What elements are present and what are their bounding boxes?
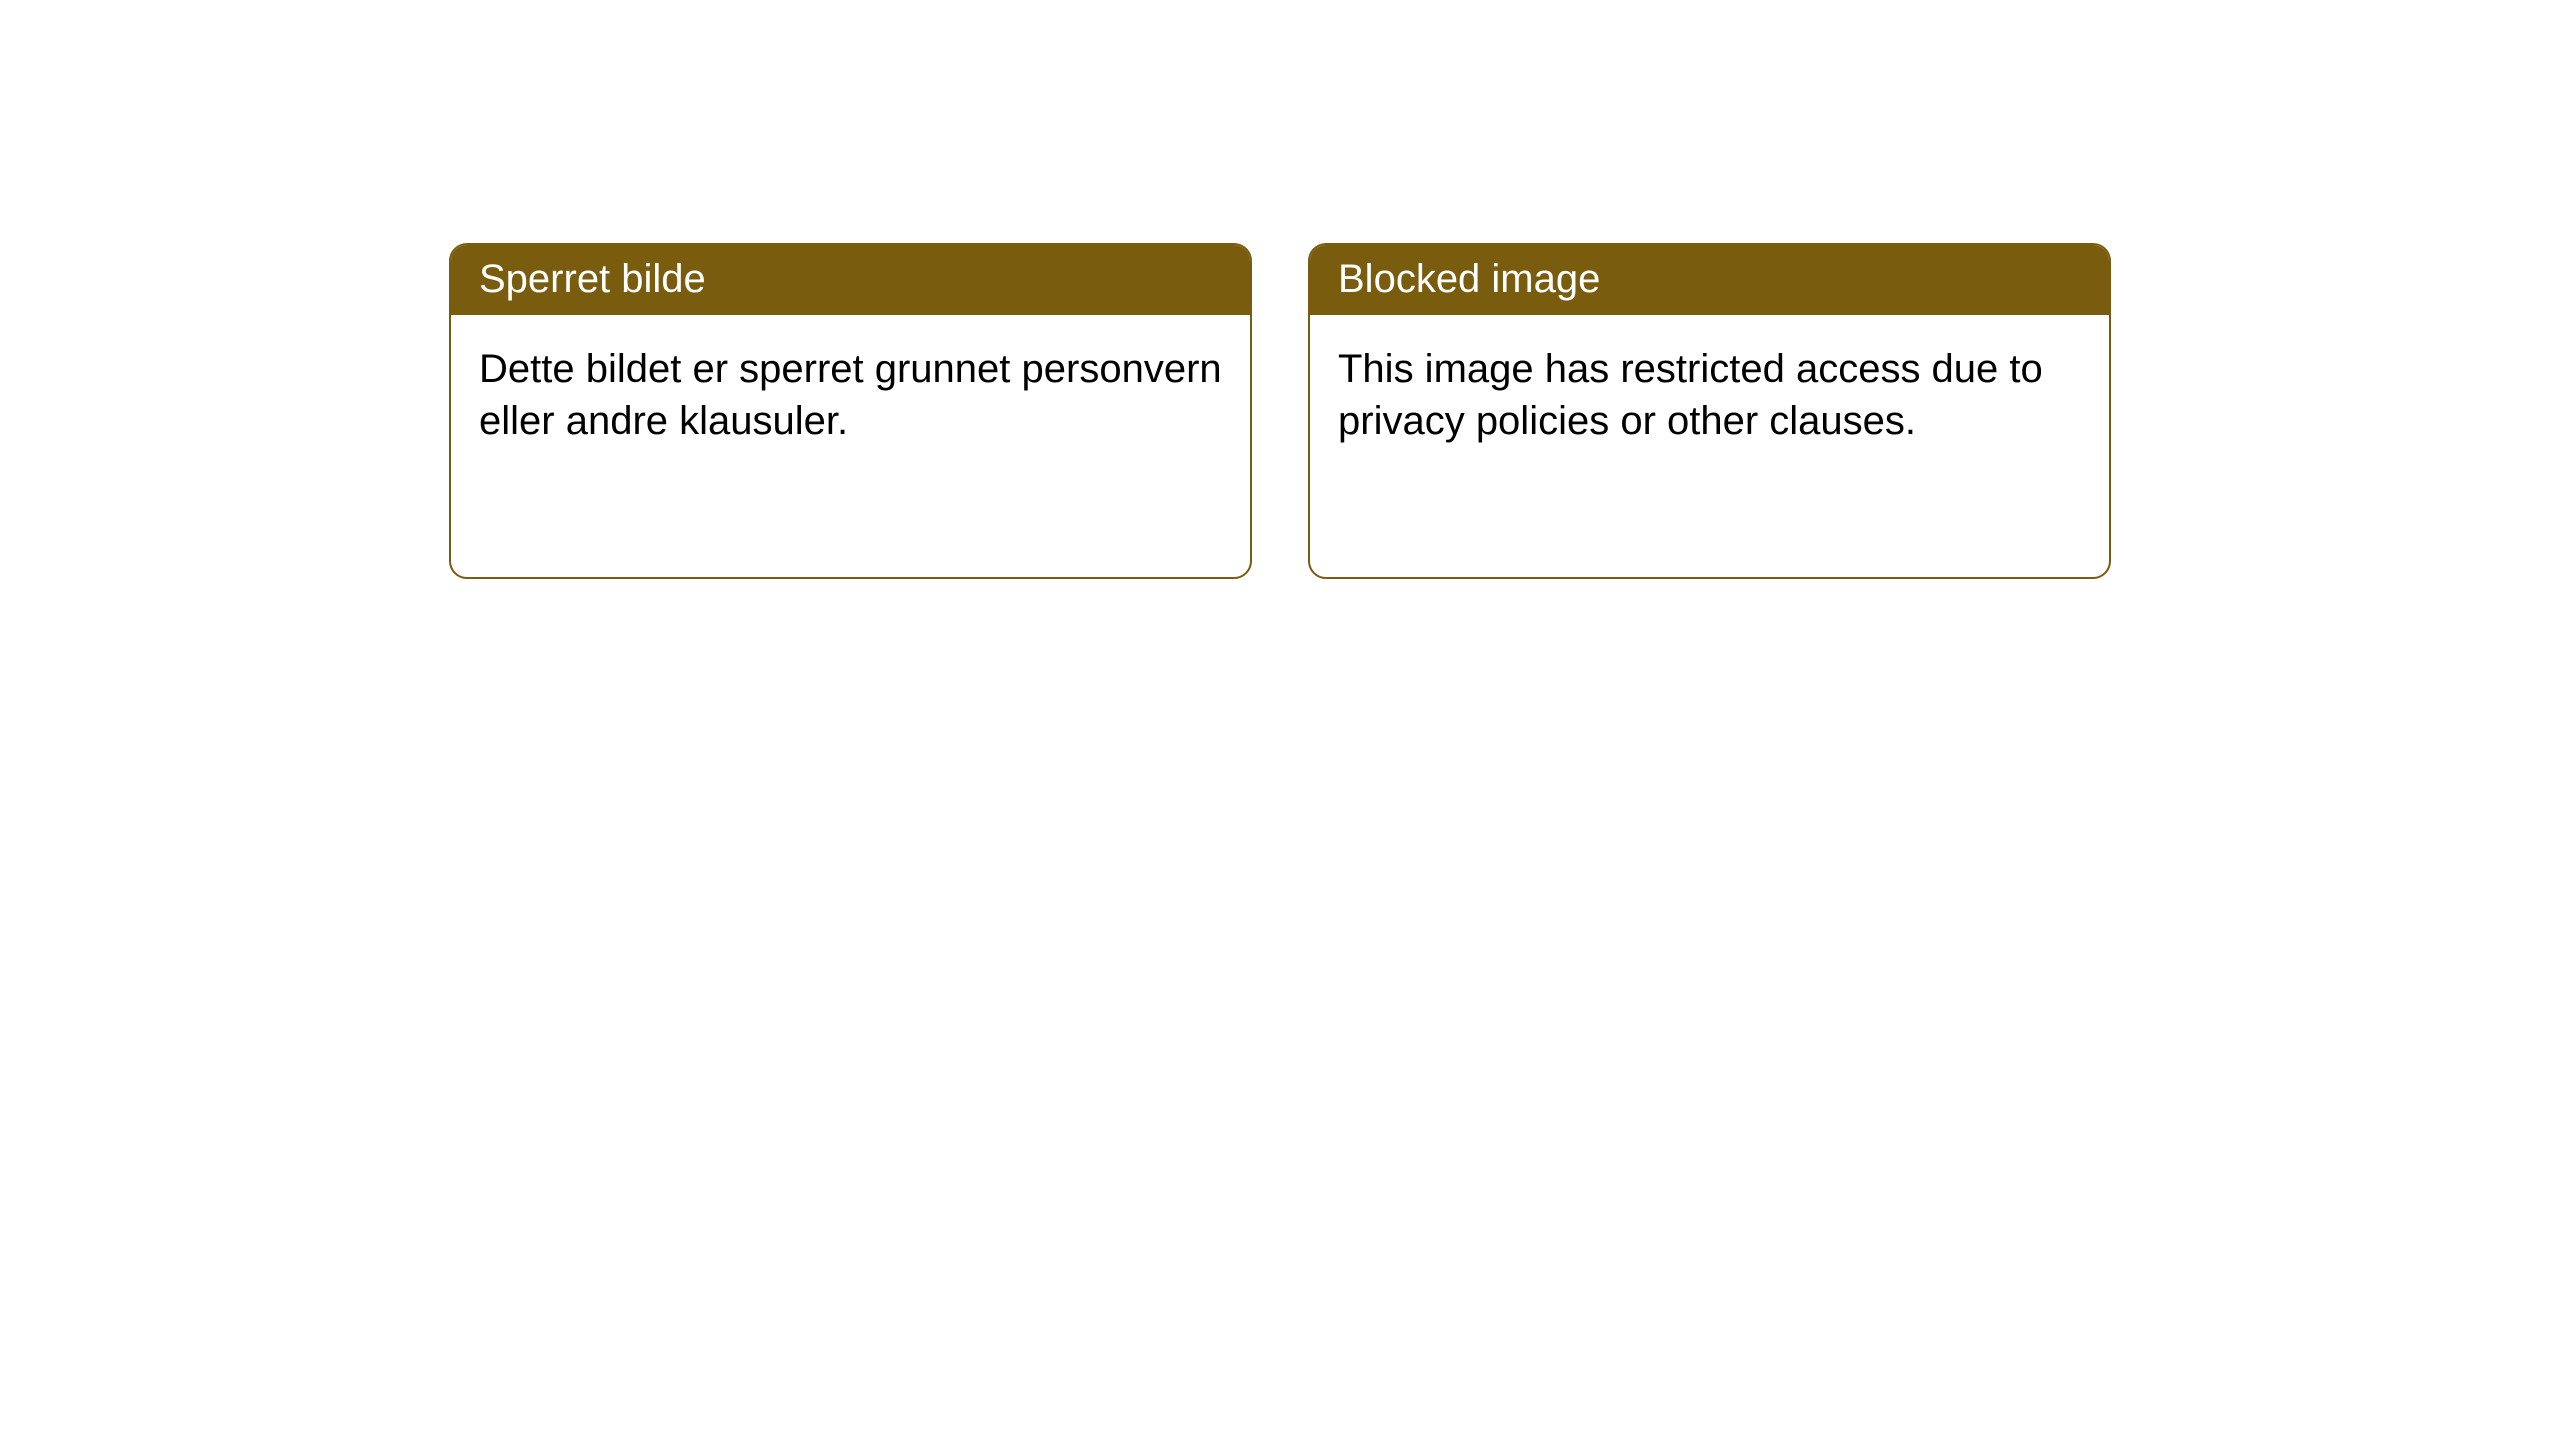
notice-header: Blocked image	[1310, 245, 2109, 315]
notice-card-english: Blocked image This image has restricted …	[1308, 243, 2111, 579]
notice-header: Sperret bilde	[451, 245, 1250, 315]
notice-card-norwegian: Sperret bilde Dette bildet er sperret gr…	[449, 243, 1252, 579]
notice-body: Dette bildet er sperret grunnet personve…	[451, 315, 1250, 475]
notice-body: This image has restricted access due to …	[1310, 315, 2109, 475]
notice-cards-container: Sperret bilde Dette bildet er sperret gr…	[0, 0, 2560, 579]
